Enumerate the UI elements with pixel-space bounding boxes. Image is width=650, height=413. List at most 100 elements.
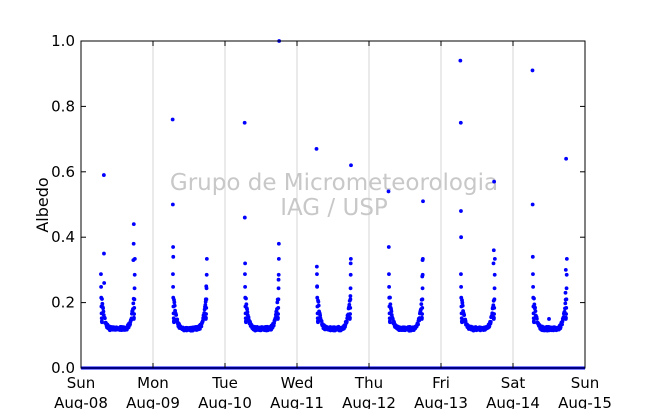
data-point [170, 202, 175, 207]
data-point [420, 312, 424, 316]
data-point [204, 315, 208, 320]
data-point [276, 306, 281, 310]
data-point [204, 306, 209, 310]
data-point [171, 319, 176, 324]
data-point [316, 299, 321, 304]
data-point [459, 319, 464, 324]
data-point [99, 304, 104, 309]
data-point [132, 306, 137, 310]
data-point [459, 285, 463, 289]
data-point [564, 272, 569, 277]
data-point [131, 258, 136, 262]
data-point [459, 235, 463, 240]
data-point [564, 256, 569, 261]
data-point [315, 311, 320, 316]
data-point [387, 316, 392, 321]
data-point [276, 286, 281, 291]
data-point [460, 300, 465, 305]
data-point [459, 209, 463, 213]
data-point [243, 261, 248, 266]
data-point [564, 156, 568, 161]
axes: 0.0 0.2 0.4 0.6 0.8 1.0 Sun Aug-08 Mon Aug-09 Tue A… [51, 32, 612, 412]
x-tick-label-day: Tue [211, 374, 238, 392]
data-point [492, 315, 496, 320]
data-point [101, 173, 106, 177]
data-point [319, 319, 324, 324]
data-point [531, 304, 536, 309]
data-point [387, 311, 392, 316]
data-point [276, 272, 281, 277]
data-point [132, 297, 137, 302]
data-point [420, 315, 424, 320]
data-point [243, 285, 248, 289]
data-point [204, 272, 209, 277]
data-point [348, 261, 353, 266]
data-point [131, 222, 136, 227]
y-tick-label: 0.0 [51, 359, 75, 377]
data-point [102, 316, 107, 321]
data-point [564, 306, 569, 310]
x-tick-label-date: Aug-12 [342, 394, 396, 409]
data-point [276, 312, 280, 316]
x-tick-label-day: Sun [67, 374, 96, 392]
data-point [315, 319, 320, 324]
data-point [243, 319, 248, 324]
data-point [348, 312, 352, 316]
data-point [563, 290, 568, 295]
data-point [243, 316, 248, 321]
data-point [204, 312, 209, 316]
data-point [243, 272, 247, 277]
data-point [132, 312, 137, 316]
data-point [420, 258, 425, 262]
data-point [172, 300, 177, 305]
data-point [243, 304, 248, 309]
y-tick-label: 1.0 [51, 32, 75, 50]
data-point [488, 320, 493, 324]
x-tick-label-day: Sun [571, 374, 600, 392]
data-point [276, 256, 281, 261]
data-point [416, 322, 420, 327]
data-point [315, 295, 320, 300]
data-point [348, 306, 353, 310]
data-points [81, 39, 585, 370]
data-point [547, 317, 551, 321]
data-point [203, 297, 208, 302]
data-point [171, 316, 176, 321]
x-tick-label-date: Aug-08 [54, 394, 108, 409]
data-point [531, 285, 535, 289]
data-point [175, 317, 180, 322]
data-point [530, 68, 535, 73]
y-tick-label: 0.8 [51, 97, 75, 115]
y-tick-label: 0.4 [51, 228, 75, 246]
x-tick-label-date: Aug-10 [198, 394, 252, 409]
data-point [534, 316, 539, 321]
data-point [387, 272, 391, 277]
data-point [564, 312, 568, 316]
x-tick-label-date: Aug-15 [558, 394, 612, 409]
data-point [243, 295, 248, 300]
data-point [344, 319, 349, 324]
data-point [459, 295, 464, 300]
data-point [492, 286, 497, 291]
data-point [204, 284, 209, 289]
data-point [387, 295, 392, 300]
data-point [315, 284, 319, 289]
data-point [459, 316, 464, 321]
data-point [386, 189, 391, 194]
x-tick-label-day: Sat [501, 374, 526, 392]
data-point [459, 272, 463, 277]
data-point [419, 302, 424, 307]
data-point [171, 272, 175, 277]
data-point [99, 316, 104, 321]
data-point [530, 254, 535, 259]
data-point [171, 245, 176, 249]
data-point [318, 313, 323, 318]
plot-frame [80, 40, 586, 369]
data-point [420, 274, 425, 279]
data-point [99, 295, 104, 300]
data-point [171, 311, 176, 316]
data-point [171, 254, 176, 259]
data-point [348, 294, 353, 298]
